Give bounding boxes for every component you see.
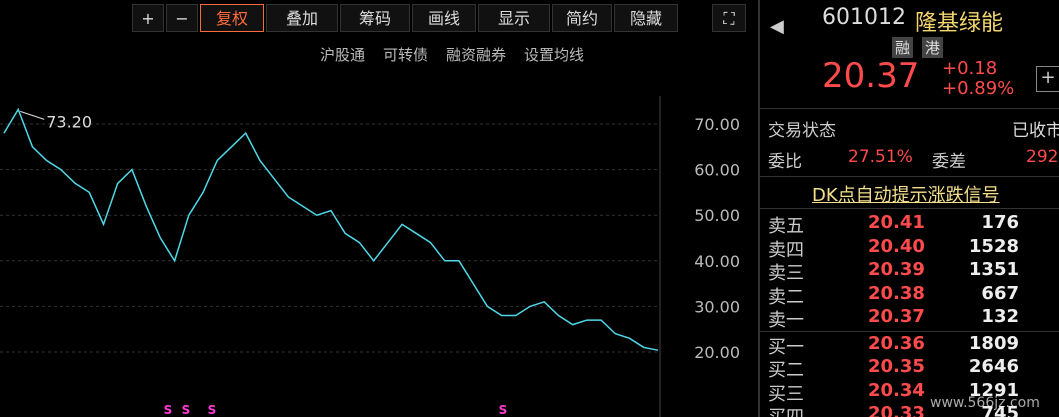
- book-label: 卖五: [768, 216, 804, 237]
- book-label: 卖四: [768, 239, 804, 261]
- y-tick-label: 40.00: [694, 252, 740, 271]
- y-tick-label: 50.00: [694, 206, 740, 225]
- y-tick-label: 60.00: [694, 161, 740, 180]
- fullscreen[interactable]: ⛶: [712, 4, 746, 32]
- separator: [760, 108, 1059, 109]
- book-price: 20.33: [868, 403, 925, 417]
- book-volume: 1351: [968, 259, 1019, 280]
- label: 交易状态: [768, 121, 836, 141]
- change: +0.18: [942, 58, 998, 79]
- label: 委比: [768, 152, 802, 172]
- toolbar-button[interactable]: 隐藏: [614, 4, 678, 32]
- toolbar-button[interactable]: 复权: [200, 4, 264, 32]
- sub-bar: 沪股通 可转债 融资融券 设置均线: [320, 44, 602, 65]
- book-volume: 1809: [968, 332, 1019, 354]
- value: 27.51%: [848, 147, 913, 167]
- toolbar-button[interactable]: 显示: [478, 4, 550, 32]
- book-label: 买一: [768, 336, 804, 358]
- book-volume: 667: [981, 282, 1019, 304]
- toolbar-button[interactable]: 叠加: [266, 4, 338, 32]
- tag: 融: [892, 37, 914, 58]
- book-price: 20.37: [868, 306, 925, 327]
- book-price: 20.40: [868, 235, 925, 257]
- sub-item[interactable]: 设置均线: [524, 46, 585, 64]
- sub-item[interactable]: 可转债: [383, 46, 429, 64]
- separator: [760, 331, 1059, 332]
- book-price: 20.39: [868, 259, 925, 280]
- book-price: 20.38: [868, 282, 925, 304]
- signal: S: [499, 403, 508, 417]
- book-volume: 745: [981, 403, 1019, 417]
- signal: S: [208, 403, 217, 417]
- price: 20.37: [822, 56, 920, 96]
- book-volume: 1528: [968, 235, 1019, 257]
- book-price: 20.35: [868, 356, 925, 377]
- status: 已收市: [1012, 121, 1059, 141]
- book-volume: 132: [981, 306, 1019, 327]
- stock-code: 601012: [822, 5, 906, 30]
- label: 委差: [932, 152, 966, 172]
- y-tick-label: 30.00: [694, 297, 740, 316]
- book-volume: 2646: [968, 356, 1019, 377]
- watermark: www.566jz.com: [930, 395, 1040, 411]
- y-tick-label: 70.00: [694, 115, 740, 134]
- stock-name: 隆基绿能: [915, 11, 1004, 36]
- divider: [758, 0, 760, 417]
- book-price: 20.36: [868, 332, 925, 354]
- annotation: 73.20: [46, 112, 92, 131]
- book-price: 20.34: [868, 379, 925, 401]
- change-pct: +0.89%: [942, 78, 1015, 99]
- book-label: 买三: [768, 383, 804, 405]
- zoom-out[interactable]: −: [166, 4, 198, 32]
- signal: S: [164, 403, 173, 417]
- price-line: [3, 107, 659, 351]
- separator: [760, 208, 1059, 209]
- signal: S: [182, 403, 191, 417]
- book-price: 20.41: [868, 212, 925, 233]
- book-label: 卖三: [768, 263, 804, 284]
- annotation-arrow: [20, 110, 45, 120]
- separator: [760, 176, 1059, 177]
- sub-item[interactable]: 沪股通: [320, 46, 366, 64]
- add-button[interactable]: +: [1036, 66, 1059, 92]
- book-label: 买四: [768, 403, 804, 417]
- book-volume: 176: [981, 212, 1019, 233]
- value: 292: [1026, 147, 1059, 167]
- book-volume: 1291: [968, 379, 1019, 401]
- y-tick-label: 20.00: [694, 343, 740, 362]
- dk-link[interactable]: DK点自动提示涨跌信号: [812, 185, 1000, 206]
- book-label: 卖一: [768, 310, 804, 331]
- back-arrow[interactable]: ◀: [770, 16, 784, 37]
- toolbar-button[interactable]: 画线: [412, 4, 476, 32]
- zoom-in[interactable]: +: [132, 4, 164, 32]
- toolbar-button[interactable]: 筹码: [340, 4, 410, 32]
- book-label: 买二: [768, 360, 804, 381]
- book-label: 卖二: [768, 286, 804, 308]
- sub-item[interactable]: 融资融券: [446, 46, 507, 64]
- toolbar-button[interactable]: 简约: [552, 4, 612, 32]
- tag: 港: [922, 37, 944, 58]
